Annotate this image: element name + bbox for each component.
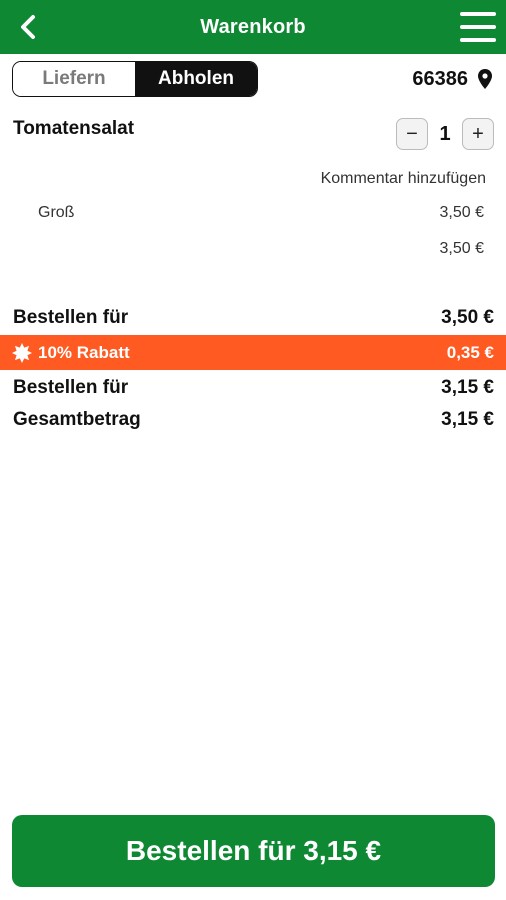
- total-label: Gesamtbetrag: [13, 409, 141, 430]
- variant-row: Groß 3,50 €: [38, 204, 484, 226]
- quantity-stepper: − 1 +: [396, 118, 494, 150]
- total-row: Gesamtbetrag 3,15 €: [13, 407, 494, 433]
- variant-price: 3,50 €: [439, 204, 484, 221]
- delivery-mode-toggle: Liefern Abholen: [12, 61, 258, 97]
- after-discount-value: 3,15 €: [441, 377, 494, 398]
- cart-item-name: Tomatensalat: [13, 118, 135, 139]
- quantity-value: 1: [439, 122, 451, 145]
- decrement-button[interactable]: −: [396, 118, 428, 150]
- order-button[interactable]: Bestellen für 3,15 €: [12, 815, 495, 887]
- postcode-label: 66386: [412, 67, 468, 90]
- tab-abholen[interactable]: Abholen: [135, 62, 257, 96]
- discount-banner: 10% Rabatt 0,35 €: [0, 335, 506, 370]
- total-value: 3,15 €: [441, 409, 494, 430]
- after-discount-row: Bestellen für 3,15 €: [13, 375, 494, 401]
- page-title: Warenkorb: [200, 15, 306, 38]
- subtotal-label: Bestellen für: [13, 307, 129, 328]
- back-button[interactable]: [10, 10, 46, 44]
- hamburger-menu-icon[interactable]: [460, 12, 496, 42]
- after-discount-label: Bestellen für: [13, 377, 129, 398]
- item-total: 3,50 €: [439, 240, 484, 257]
- discount-badge-icon: [12, 342, 32, 363]
- tab-liefern[interactable]: Liefern: [13, 62, 135, 96]
- location-selector[interactable]: 66386: [412, 62, 492, 96]
- add-comment-link[interactable]: Kommentar hinzufügen: [320, 170, 486, 187]
- subtotal-value: 3,50 €: [441, 307, 494, 328]
- variant-name: Groß: [38, 204, 75, 221]
- discount-value: 0,35 €: [446, 342, 494, 362]
- chevron-left-icon: [21, 15, 35, 39]
- increment-button[interactable]: +: [462, 118, 494, 150]
- discount-label: 10% Rabatt: [38, 342, 130, 362]
- subtotal-row: Bestellen für 3,50 €: [13, 305, 494, 331]
- app-header: Warenkorb: [0, 0, 506, 54]
- location-pin-icon: [478, 69, 492, 89]
